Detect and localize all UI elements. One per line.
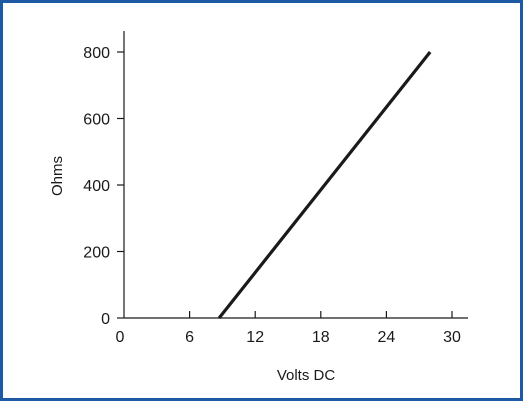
y-tick-label: 200 xyxy=(83,245,110,262)
x-tick-label: 6 xyxy=(185,329,194,346)
y-tick-label: 0 xyxy=(101,311,110,328)
series xyxy=(217,51,432,319)
x-tick-label: 12 xyxy=(246,329,264,346)
x-ticks: 0 6 12 18 24 30 xyxy=(116,311,461,346)
y-axis-title: Ohms xyxy=(49,156,66,196)
y-tick-label: 600 xyxy=(83,112,110,129)
x-axis-title: Volts DC xyxy=(277,367,336,384)
series-line xyxy=(217,51,432,319)
x-tick-label: 30 xyxy=(443,329,461,346)
x-tick-label: 18 xyxy=(312,329,330,346)
x-tick-label: 0 xyxy=(116,329,125,346)
y-tick-label: 400 xyxy=(83,178,110,195)
x-tick-label: 24 xyxy=(378,329,396,346)
axes xyxy=(123,31,468,319)
y-tick-label: 800 xyxy=(83,45,110,62)
y-ticks: 0 200 400 600 800 xyxy=(83,45,124,328)
